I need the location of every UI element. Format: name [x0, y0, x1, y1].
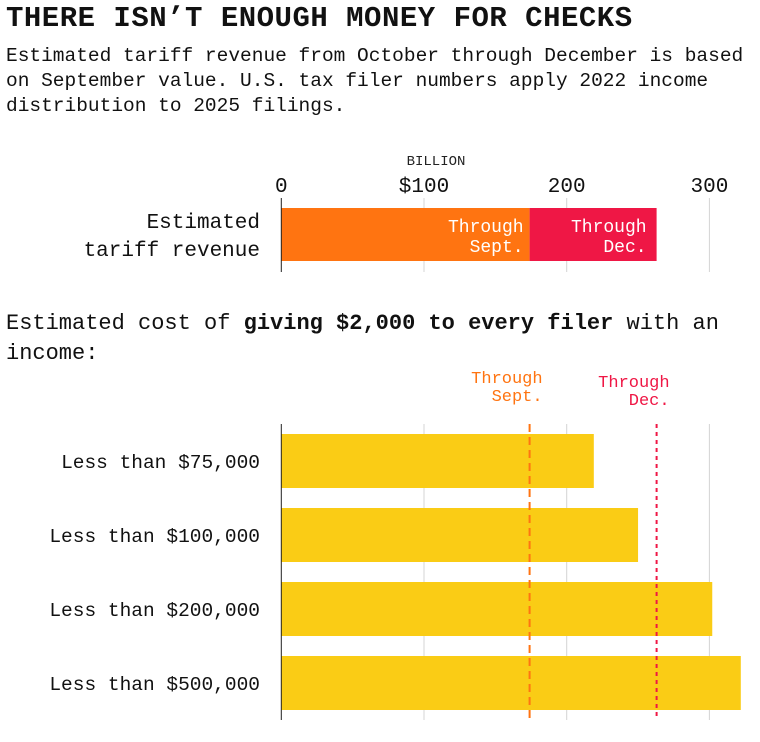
cost-bar — [281, 434, 594, 488]
section-bold: giving $2,000 to every filer — [243, 311, 614, 336]
series-label-dec: Through — [571, 218, 647, 238]
cost-bar — [281, 508, 639, 562]
cost-bar — [281, 656, 741, 710]
tick-label: $100 — [399, 176, 449, 199]
series-label-dec: Dec. — [603, 238, 646, 258]
category-label: Estimated — [147, 212, 260, 235]
series-label-sept: Sept. — [470, 238, 524, 258]
reference-label: Sept. — [492, 388, 543, 407]
category-label: Less than $500,000 — [49, 674, 260, 696]
reference-label: Through — [598, 374, 669, 393]
bar-through-dec — [529, 208, 657, 261]
tick-label: 300 — [690, 176, 728, 199]
section-heading: Estimated cost of giving $2,000 to every… — [6, 309, 756, 369]
section-suffix: with an income: — [6, 311, 719, 366]
reference-label: Dec. — [629, 392, 670, 411]
tick-label: 0 — [275, 176, 288, 199]
cost-bar — [281, 582, 713, 636]
section-prefix: Estimated cost of — [6, 311, 244, 336]
category-label: Less than $100,000 — [49, 526, 260, 548]
bar-through-sept — [281, 208, 530, 261]
chart-title: THERE ISN’T ENOUGH MONEY FOR CHECKS — [6, 2, 633, 35]
category-label: Less than $75,000 — [61, 452, 260, 474]
category-label: Less than $200,000 — [49, 600, 260, 622]
series-label-sept: Through — [448, 218, 524, 238]
category-label: tariff revenue — [84, 240, 260, 263]
unit-label: BILLION — [407, 154, 466, 170]
chart-subtitle: Estimated tariff revenue from October th… — [6, 45, 744, 117]
tick-label: 200 — [548, 176, 586, 199]
reference-label: Through — [471, 370, 542, 389]
